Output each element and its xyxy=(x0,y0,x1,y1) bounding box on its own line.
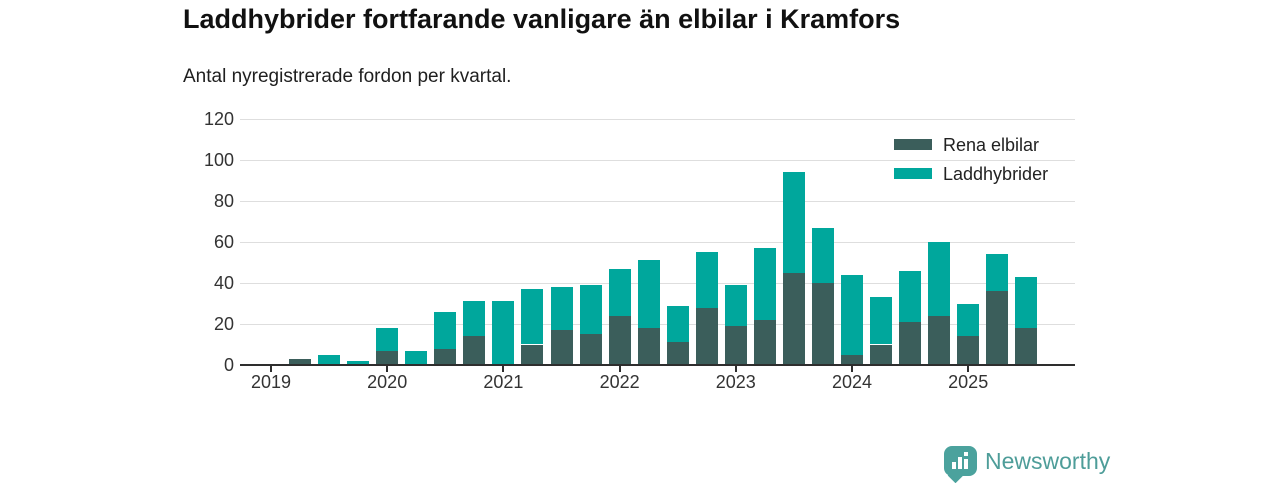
y-tick-label: 0 xyxy=(223,355,234,375)
bar-segment-laddhybrider xyxy=(405,350,428,365)
gridline-120 xyxy=(240,119,1075,120)
y-tick-label: 20 xyxy=(213,314,234,334)
bar-segment-laddhybrider xyxy=(376,328,399,351)
bar-segment-rena-elbilar xyxy=(928,315,951,365)
legend-label: Laddhybrider xyxy=(943,164,1049,184)
bar-segment-laddhybrider xyxy=(318,354,341,365)
bar-segment-rena-elbilar xyxy=(753,319,776,365)
page-title: Laddhybrider fortfarande vanligare än el… xyxy=(183,4,901,34)
bar-segment-laddhybrider xyxy=(579,285,602,335)
bar-segment-rena-elbilar xyxy=(870,344,893,365)
bar-segment-laddhybrider xyxy=(666,305,689,343)
bar-segment-laddhybrider xyxy=(1015,276,1038,329)
bar-segment-laddhybrider xyxy=(521,289,544,345)
bar-segment-rena-elbilar xyxy=(550,330,573,365)
plot-area: 0 20 40 60 80 100 120 2019 2020 2021 2022 2023 2024… xyxy=(204,109,1075,392)
x-tick-label: 2019 xyxy=(250,372,292,392)
x-tick-label: 2025 xyxy=(948,372,989,392)
x-tick xyxy=(967,366,970,372)
x-tick-label: 2020 xyxy=(367,372,408,392)
bar-segment-laddhybrider xyxy=(608,268,631,316)
bar-segment-rena-elbilar xyxy=(695,307,718,365)
legend-swatch xyxy=(894,168,932,179)
gridline-60 xyxy=(240,242,1075,243)
x-tick-label: 2023 xyxy=(715,372,756,392)
bar-segment-laddhybrider xyxy=(724,285,747,327)
legend-label: Rena elbilar xyxy=(943,135,1040,155)
bar-segment-laddhybrider xyxy=(347,360,370,365)
x-tick xyxy=(386,366,389,372)
chart-subtitle: Antal nyregistrerade fordon per kvartal. xyxy=(183,66,512,87)
y-tick-label: 100 xyxy=(203,150,234,170)
bar-segment-laddhybrider xyxy=(492,301,515,365)
bar-segment-laddhybrider xyxy=(434,311,457,349)
bar-segment-rena-elbilar xyxy=(811,283,834,365)
bar-segment-laddhybrider xyxy=(753,248,776,320)
x-tick xyxy=(270,366,272,372)
bar-segment-rena-elbilar xyxy=(899,321,922,365)
y-tick-label: 120 xyxy=(203,109,234,129)
x-tick xyxy=(618,366,621,372)
x-axis-line xyxy=(240,364,1075,366)
x-tick-label: 2021 xyxy=(483,372,524,392)
y-tick-label: 80 xyxy=(213,191,234,211)
bar-segment-laddhybrider xyxy=(811,227,834,283)
bar-segment-laddhybrider xyxy=(782,172,805,273)
bar-segment-rena-elbilar xyxy=(463,336,486,365)
legend-swatch xyxy=(894,139,932,150)
bar-segment-rena-elbilar xyxy=(637,328,660,365)
gridline-80 xyxy=(240,201,1075,202)
bar-segment-laddhybrider xyxy=(637,260,660,329)
x-tick xyxy=(502,366,505,372)
bar-segment-rena-elbilar xyxy=(724,326,747,365)
bar-segment-laddhybrider xyxy=(841,274,863,355)
bar-segment-laddhybrider xyxy=(550,287,573,331)
bar-segment-laddhybrider xyxy=(928,242,951,316)
bar-segment-rena-elbilar xyxy=(289,358,312,365)
bar-chart-badge-icon xyxy=(944,446,977,476)
bar-segment-laddhybrider xyxy=(695,252,718,308)
gridline-100 xyxy=(240,160,1075,161)
bar-segment-laddhybrider xyxy=(957,303,980,337)
bar-segment-rena-elbilar xyxy=(434,348,457,365)
bar-segment-rena-elbilar xyxy=(608,315,631,365)
bar-segment-rena-elbilar xyxy=(579,334,602,365)
bar-segment-rena-elbilar xyxy=(376,350,399,365)
bar-segment-rena-elbilar xyxy=(841,354,863,365)
bar-segment-laddhybrider xyxy=(986,254,1009,292)
bar-segment-laddhybrider xyxy=(899,270,922,322)
brand-name: Newsworthy xyxy=(985,448,1111,474)
x-tick xyxy=(734,366,737,372)
y-tick-label: 60 xyxy=(213,232,234,252)
x-tick-label: 2024 xyxy=(831,372,873,392)
bar-segment-laddhybrider xyxy=(463,301,486,337)
bar-segment-rena-elbilar xyxy=(521,344,544,365)
bar-segment-rena-elbilar xyxy=(666,342,689,365)
x-tick xyxy=(851,366,853,372)
y-tick-label: 40 xyxy=(213,273,234,293)
bar-segment-laddhybrider xyxy=(870,297,893,345)
x-tick-label: 2022 xyxy=(599,372,640,392)
bar-segment-rena-elbilar xyxy=(957,336,980,365)
bar-segment-rena-elbilar xyxy=(986,291,1009,365)
bar-segment-rena-elbilar xyxy=(1015,328,1038,365)
bar-segment-rena-elbilar xyxy=(782,272,805,365)
